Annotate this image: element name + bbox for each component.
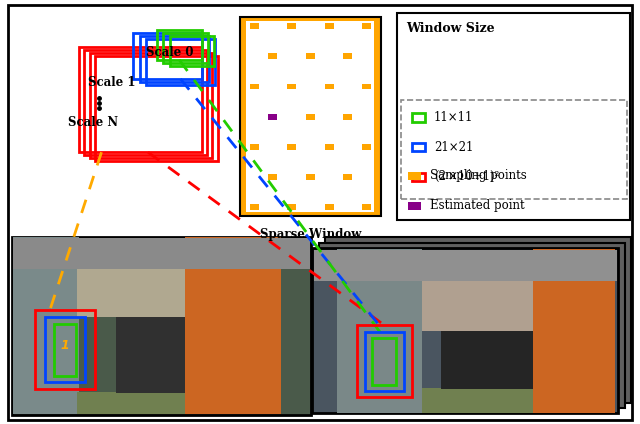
Bar <box>170 36 214 66</box>
Bar <box>35 310 95 389</box>
Bar <box>408 202 421 210</box>
Bar <box>90 53 212 158</box>
Text: 21×21: 21×21 <box>434 141 474 153</box>
Text: Window Size: Window Size <box>406 22 495 35</box>
Bar <box>45 317 85 382</box>
Bar <box>268 114 277 120</box>
Bar <box>532 249 615 413</box>
Bar <box>79 47 202 152</box>
Bar <box>319 243 625 408</box>
Bar <box>12 237 311 415</box>
Bar <box>441 331 532 388</box>
Bar <box>287 144 296 150</box>
Bar <box>185 237 281 414</box>
Bar <box>365 332 404 391</box>
Bar <box>401 100 627 199</box>
Bar <box>344 53 353 59</box>
Text: Scale 0: Scale 0 <box>146 47 193 59</box>
Bar <box>133 33 202 79</box>
Bar <box>13 238 310 269</box>
Bar <box>337 249 422 413</box>
Bar <box>357 325 412 397</box>
Bar <box>84 50 207 155</box>
Bar <box>268 114 277 120</box>
Bar <box>362 23 371 29</box>
Bar <box>77 393 185 414</box>
Bar <box>325 237 631 403</box>
Text: 1: 1 <box>61 339 69 352</box>
Bar <box>116 317 185 393</box>
Bar <box>250 144 259 150</box>
Text: Sampling points: Sampling points <box>430 169 527 182</box>
Text: 11×11: 11×11 <box>434 111 474 124</box>
Bar <box>324 144 333 150</box>
Bar <box>13 237 79 414</box>
Text: Sparse Window: Sparse Window <box>260 228 361 241</box>
Bar <box>408 172 421 180</box>
Bar <box>312 248 618 413</box>
Bar <box>140 36 209 82</box>
Bar <box>250 84 259 89</box>
Bar <box>324 204 333 210</box>
Bar <box>412 143 425 151</box>
Bar <box>250 23 259 29</box>
Bar <box>54 324 76 376</box>
Bar <box>306 114 315 120</box>
Bar <box>422 388 532 413</box>
Bar <box>246 21 374 212</box>
Bar <box>372 338 396 385</box>
Bar <box>157 30 202 60</box>
Bar <box>412 173 425 181</box>
Bar <box>362 204 371 210</box>
Text: Estimated point: Estimated point <box>430 199 525 212</box>
Bar <box>324 84 333 89</box>
Bar <box>306 174 315 180</box>
Bar <box>314 250 617 281</box>
Bar <box>412 113 425 122</box>
Bar <box>287 84 296 89</box>
Bar <box>422 251 532 331</box>
Bar <box>397 13 630 220</box>
Bar <box>268 174 277 180</box>
Bar <box>344 174 353 180</box>
Bar <box>268 53 277 59</box>
Bar <box>287 204 296 210</box>
Bar <box>95 56 218 161</box>
Bar <box>250 204 259 210</box>
Bar <box>146 39 215 85</box>
Bar <box>362 84 371 89</box>
Bar <box>306 53 315 59</box>
Bar <box>344 114 353 120</box>
Bar <box>362 144 371 150</box>
Text: (2ᵎ×10+1)²: (2ᵎ×10+1)² <box>434 170 499 183</box>
Bar <box>240 17 381 216</box>
Text: Scale 1: Scale 1 <box>88 76 136 89</box>
Bar <box>324 23 333 29</box>
Text: Scale N: Scale N <box>68 117 118 129</box>
Bar <box>163 33 208 63</box>
Bar <box>77 238 185 317</box>
Bar <box>287 23 296 29</box>
